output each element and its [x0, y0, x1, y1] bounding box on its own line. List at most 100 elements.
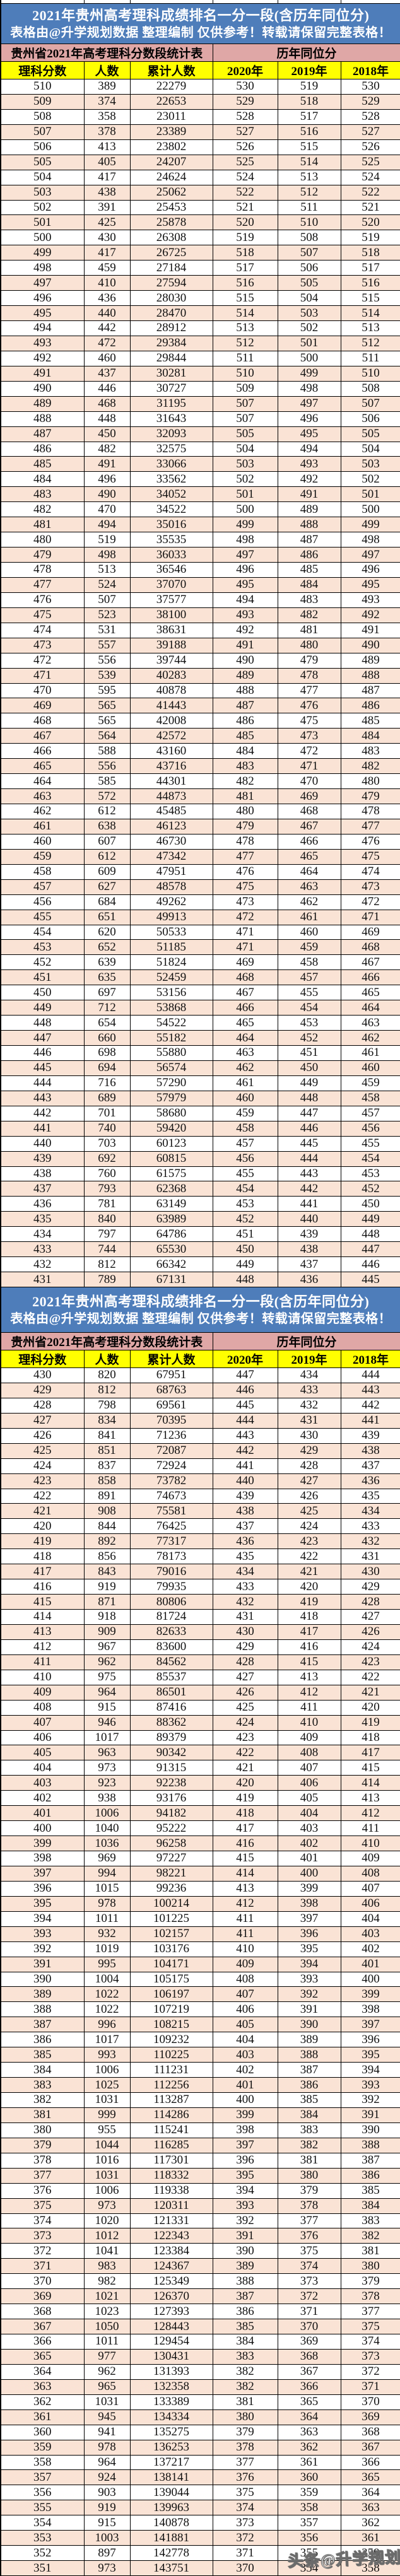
table-cell: 496: [277, 411, 341, 427]
table-cell: 398: [277, 1895, 341, 1912]
table-cell: 427: [0, 1412, 85, 1429]
table-cell: 80806: [129, 1594, 213, 1610]
table-cell: 480: [277, 637, 341, 653]
table-cell: 45485: [129, 804, 213, 819]
table-row: 438 760 61575 455 443 453: [0, 1166, 400, 1182]
table-cell: 391: [340, 2107, 400, 2123]
table-row: 510 389 22279 530 519 530: [0, 79, 400, 95]
table-cell: 524: [83, 577, 131, 593]
table-cell: 129454: [129, 2334, 213, 2350]
table-cell: 392: [212, 2213, 278, 2229]
table-cell: 429: [277, 1443, 341, 1459]
table-cell: 444: [212, 1412, 278, 1429]
table-cell: 53868: [129, 1000, 213, 1016]
table-cell: 32575: [129, 441, 213, 457]
table-cell: 465: [340, 985, 400, 1001]
table-cell: 106197: [129, 1986, 213, 2003]
table-cell: 433: [212, 1579, 278, 1595]
table-cell: 425: [0, 1443, 85, 1459]
table-cell: 367: [277, 2363, 341, 2380]
table-row: 376 1006 119338 394 379 385: [0, 2182, 400, 2199]
table-cell: 26725: [129, 245, 213, 261]
table-cell: 740: [83, 1120, 131, 1137]
table-cell: 503: [212, 456, 278, 472]
table-cell: 478: [277, 667, 341, 684]
table-cell: 101225: [129, 1911, 213, 1927]
table-cell: 427: [340, 1609, 400, 1625]
table-cell: 403: [0, 1775, 85, 1791]
table-cell: 115241: [129, 2122, 213, 2138]
table-cell: 448: [83, 411, 131, 427]
table-row: 377 1031 118332 395 380 386: [0, 2167, 400, 2184]
table-cell: 421: [340, 1684, 400, 1701]
table-cell: 366: [340, 2454, 400, 2471]
table-cell: 437: [340, 1458, 400, 1474]
table-row: 457 627 48578 475 463 473: [0, 879, 400, 895]
table-cell: 365: [0, 2348, 85, 2365]
table-cell: 28470: [129, 305, 213, 321]
table-cell: 469: [0, 698, 85, 714]
table-cell: 476: [277, 698, 341, 714]
table-cell: 62368: [129, 1181, 213, 1197]
table-cell: 53156: [129, 985, 213, 1001]
table-cell: 527: [212, 124, 278, 140]
table-cell: 381: [277, 2152, 341, 2169]
table-row: 364 962 131393 382 367 372: [0, 2363, 400, 2380]
table-cell: 1036: [83, 1835, 131, 1851]
column-header: 2020年: [212, 61, 278, 79]
table-cell: 434: [340, 1503, 400, 1519]
table-cell: 102157: [129, 1926, 213, 1942]
table-cell: 963: [83, 1745, 131, 1761]
table-cell: 459: [212, 1105, 278, 1121]
table-cell: 47951: [129, 864, 213, 880]
table-cell: 381: [340, 2243, 400, 2259]
table-cell: 491: [212, 637, 278, 653]
table-cell: 37577: [129, 592, 213, 608]
table-cell: 440: [0, 1135, 85, 1152]
table-cell: 376: [277, 2228, 341, 2244]
table-row: 486 482 32575 504 494 504: [0, 441, 400, 457]
table-cell: 369: [277, 2334, 341, 2350]
table-cell: 488: [0, 411, 85, 427]
table-cell: 918: [83, 1609, 131, 1625]
table-row: 482 470 34522 500 489 500: [0, 501, 400, 518]
table-row: 454 620 50533 471 460 469: [0, 924, 400, 940]
table-row: 392 1019 103176 410 395 402: [0, 1941, 400, 1957]
table-row: 480 519 35535 498 487 498: [0, 532, 400, 548]
table-cell: 404: [277, 1805, 341, 1822]
table-cell: 1016: [83, 2152, 131, 2169]
table-cell: 390: [212, 2243, 278, 2259]
table-cell: 69561: [129, 1397, 213, 1414]
table-cell: 34522: [129, 501, 213, 518]
table-cell: 475: [340, 848, 400, 865]
table-cell: 462: [212, 1060, 278, 1076]
table-cell: 458: [277, 954, 341, 971]
table-cell: 378: [0, 2152, 85, 2169]
table-cell: 871: [83, 1594, 131, 1610]
table-cell: 131393: [129, 2363, 213, 2380]
table-cell: 472: [277, 743, 341, 759]
table-cell: 413: [340, 1790, 400, 1806]
table-cell: 515: [277, 139, 341, 155]
table-cell: 446: [340, 1256, 400, 1273]
table-cell: 468: [83, 395, 131, 412]
table-cell: 511: [277, 199, 341, 216]
table-cell: 391: [277, 2001, 341, 2018]
table-cell: 395: [340, 2047, 400, 2063]
table-cell: 364: [0, 2363, 85, 2380]
table-cell: 518: [340, 245, 400, 261]
table-cell: 473: [340, 879, 400, 895]
table-row: 419 892 77317 436 423 432: [0, 1533, 400, 1550]
table-cell: 364: [340, 2485, 400, 2501]
table-cell: 406: [340, 1895, 400, 1912]
table-cell: 517: [277, 108, 341, 125]
table-cell: 77317: [129, 1533, 213, 1550]
table-cell: 397: [277, 1911, 341, 1927]
table-cell: 391: [0, 1956, 85, 1972]
table-cell: 376: [0, 2182, 85, 2199]
table-cell: 479: [212, 818, 278, 834]
table-cell: 394: [0, 1911, 85, 1927]
table-cell: 465: [212, 1015, 278, 1031]
section-2-body: 430 820 67951 447 434 444 429 812 68763 446 433 443…: [0, 1367, 400, 2576]
table-cell: 373: [340, 2348, 400, 2365]
